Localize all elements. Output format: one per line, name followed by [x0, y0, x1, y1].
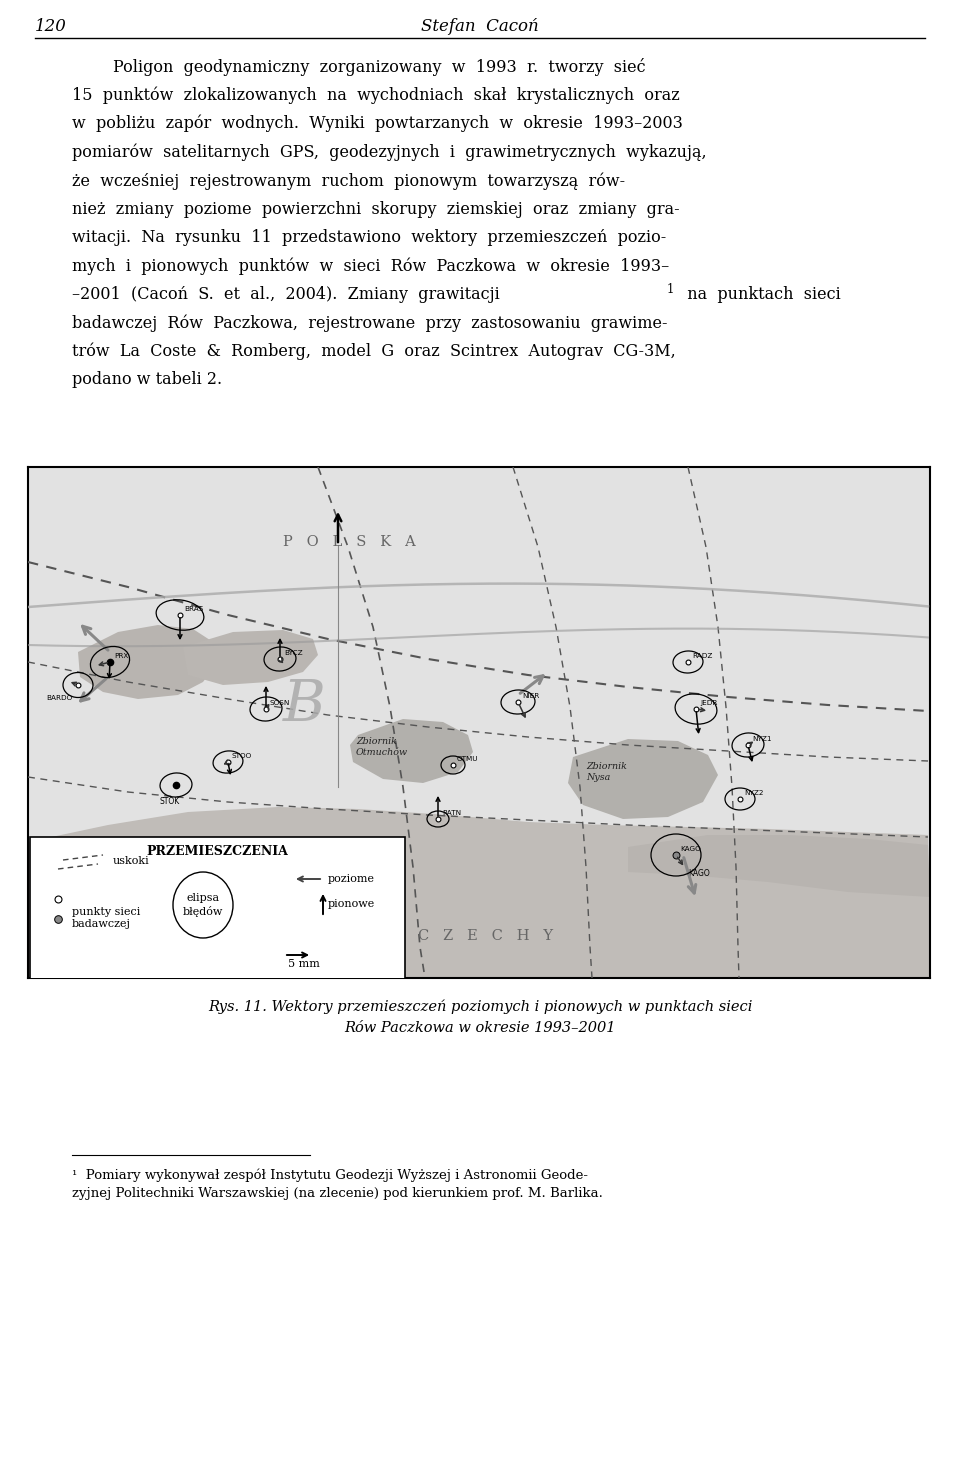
Text: KAGO: KAGO	[680, 846, 701, 852]
Text: elipsa
błędów: elipsa błędów	[182, 893, 223, 916]
Text: 120: 120	[35, 18, 67, 35]
Text: witacji.  Na  rysunku  11  przedstawiono  wektory  przemieszczeń  pozio-: witacji. Na rysunku 11 przedstawiono wek…	[72, 228, 666, 246]
Text: C   Z   E   C   H   Y: C Z E C H Y	[418, 930, 553, 943]
Text: pomiarów  satelitarnych  GPS,  geodezyjnych  i  grawimetrycznych  wykazują,: pomiarów satelitarnych GPS, geodezyjnych…	[72, 143, 707, 161]
Polygon shape	[28, 807, 930, 978]
Polygon shape	[628, 834, 930, 897]
Text: uskoki: uskoki	[113, 856, 150, 867]
Text: NYZ1: NYZ1	[752, 736, 772, 742]
Text: P   O   L   S   K   A: P O L S K A	[283, 534, 416, 549]
Text: trów  La  Coste  &  Romberg,  model  G  oraz  Scintrex  Autograv  CG-3M,: trów La Coste & Romberg, model G oraz Sc…	[72, 343, 676, 360]
Text: B: B	[283, 676, 325, 733]
Text: BYCZ: BYCZ	[284, 650, 302, 656]
Text: NYZ2: NYZ2	[744, 791, 763, 796]
Text: 15  punktów  zlokalizowanych  na  wychodniach  skał  krystalicznych  oraz: 15 punktów zlokalizowanych na wychodniac…	[72, 86, 680, 104]
Text: BRAS: BRAS	[184, 606, 204, 612]
Text: ¹  Pomiary wykonywał zespół Instytutu Geodezji Wyższej i Astronomii Geode-
zyjne: ¹ Pomiary wykonywał zespół Instytutu Geo…	[72, 1168, 603, 1200]
Text: SOSN: SOSN	[270, 700, 290, 706]
Text: KAGO: KAGO	[688, 870, 709, 878]
Text: 5 mm: 5 mm	[288, 959, 320, 969]
Text: STOK: STOK	[160, 796, 180, 807]
Text: nież  zmiany  poziome  powierzchni  skorupy  ziemskiej  oraz  zmiany  gra-: nież zmiany poziome powierzchni skorupy …	[72, 201, 680, 218]
Text: Zbiornik
Otmuchów: Zbiornik Otmuchów	[356, 736, 408, 757]
Text: Rys. 11. Wektory przemieszczeń poziomych i pionowych w punktach sieci
Rów Paczko: Rys. 11. Wektory przemieszczeń poziomych…	[207, 1000, 753, 1035]
Text: STOO: STOO	[232, 752, 252, 758]
Text: punkty sieci
badawczej: punkty sieci badawczej	[72, 908, 140, 930]
Text: badawczej  Rów  Paczkowa,  rejestrowane  przy  zastosowaniu  grawime-: badawczej Rów Paczkowa, rejestrowane prz…	[72, 315, 667, 332]
Text: 1: 1	[667, 283, 674, 296]
Polygon shape	[78, 625, 218, 698]
Text: BARDO: BARDO	[46, 695, 72, 701]
Polygon shape	[568, 739, 718, 818]
Text: PRZEMIESZCZENIA: PRZEMIESZCZENIA	[147, 845, 288, 858]
Text: NIER: NIER	[522, 692, 540, 698]
Text: JEDR: JEDR	[700, 700, 717, 706]
Text: Stefan  Cacoń: Stefan Cacoń	[421, 18, 539, 35]
Text: Poligon  geodynamiczny  zorganizowany  w  1993  r.  tworzy  sieć: Poligon geodynamiczny zorganizowany w 19…	[72, 59, 646, 76]
Text: RADZ: RADZ	[692, 653, 712, 659]
Text: pionowe: pionowe	[328, 899, 375, 909]
Text: podano w tabeli 2.: podano w tabeli 2.	[72, 372, 222, 388]
Text: Zbiornik
Nysa: Zbiornik Nysa	[586, 761, 627, 782]
Text: poziome: poziome	[328, 874, 375, 884]
Text: OTMU: OTMU	[457, 755, 478, 761]
Text: RATN: RATN	[442, 810, 461, 815]
Polygon shape	[350, 719, 473, 783]
Text: w  pobliżu  zapór  wodnych.  Wyniki  powtarzanych  w  okresie  1993–2003: w pobliżu zapór wodnych. Wyniki powtarza…	[72, 116, 683, 133]
Polygon shape	[183, 630, 318, 685]
Text: PRX: PRX	[114, 653, 129, 659]
FancyBboxPatch shape	[30, 837, 405, 990]
Text: że  wcześniej  rejestrowanym  ruchom  pionowym  towarzyszą  rów-: że wcześniej rejestrowanym ruchom pionow…	[72, 171, 625, 189]
Text: mych  i  pionowych  punktów  w  sieci  Rów  Paczkowa  w  okresie  1993–: mych i pionowych punktów w sieci Rów Pac…	[72, 258, 669, 275]
Text: na  punktach  sieci: na punktach sieci	[677, 285, 841, 303]
Text: –2001  (Cacoń  S.  et  al.,  2004).  Zmiany  grawitacji: –2001 (Cacoń S. et al., 2004). Zmiany gr…	[72, 285, 500, 303]
